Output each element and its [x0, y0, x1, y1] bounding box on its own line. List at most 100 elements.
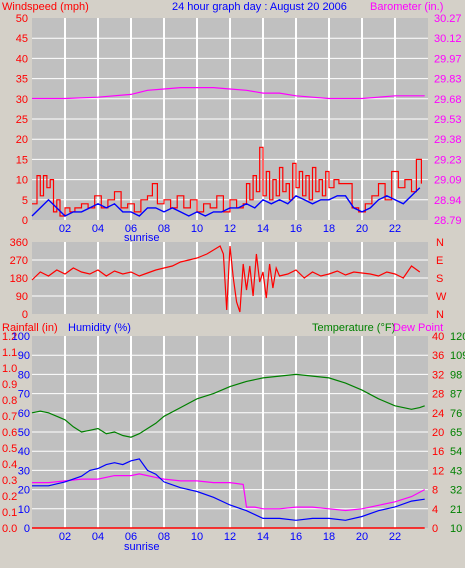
hour-tick-label: 14 — [257, 223, 269, 235]
barometer-tick-label: 28.94 — [434, 195, 462, 207]
barometer-tick-label: 28.79 — [434, 215, 462, 227]
temperature-tick-label: 87 — [450, 389, 462, 401]
windspeed-tick-label: 5 — [22, 195, 28, 207]
temperature-tick-label: 54 — [450, 446, 462, 458]
rainfall-tick-label: 1.1 — [2, 347, 17, 359]
hour-tick-label: 04 — [92, 531, 104, 543]
windspeed-tick-label: 40 — [16, 53, 28, 65]
humidity-line — [32, 458, 425, 521]
secondary-scale-tick-label: 16 — [432, 446, 444, 458]
rainfall-tick-label: 0.3 — [2, 475, 17, 487]
barometer-tick-label: 29.09 — [434, 175, 462, 187]
rainfall-tick-label: 0.1 — [2, 507, 17, 519]
windspeed-tick-label: 35 — [16, 74, 28, 86]
secondary-scale-tick-label: 32 — [432, 369, 444, 381]
humidity-tick-label: 70 — [18, 389, 30, 401]
direction-degree-tick-label: 360 — [10, 237, 28, 249]
hour-tick-label: 22 — [389, 223, 401, 235]
direction-degree-tick-label: 0 — [22, 309, 28, 321]
windspeed-tick-label: 20 — [16, 134, 28, 146]
humidity-tick-label: 0 — [24, 523, 30, 535]
temperature-tick-label: 120 — [450, 331, 465, 343]
rainfall-tick-label: 0.6 — [2, 427, 17, 439]
secondary-scale-tick-label: 20 — [432, 427, 444, 439]
rainfall-tick-label: 1.0 — [2, 363, 17, 375]
secondary-scale-tick-label: 12 — [432, 465, 444, 477]
humidity-tick-label: 20 — [18, 485, 30, 497]
hour-tick-label: 06 — [125, 531, 137, 543]
secondary-scale-tick-label: 0 — [432, 523, 438, 535]
sunrise-label-bottom: sunrise — [124, 541, 159, 553]
barometer-tick-label: 29.97 — [434, 53, 462, 65]
rainfall-tick-label: 0.0 — [2, 523, 17, 535]
rainfall-tick-label: 0.2 — [2, 491, 17, 503]
barometer-tick-label: 29.53 — [434, 114, 462, 126]
temperature-tick-label: 65 — [450, 427, 462, 439]
barometer-axis-label: Barometer (in.) — [370, 1, 443, 13]
direction-compass-tick-label: E — [436, 255, 443, 267]
secondary-scale-tick-label: 28 — [432, 389, 444, 401]
barometer-tick-label: 29.68 — [434, 94, 462, 106]
humidity-tick-label: 80 — [18, 369, 30, 381]
temperature-tick-label: 109 — [450, 350, 465, 362]
windspeed-tick-label: 30 — [16, 94, 28, 106]
hour-tick-label: 10 — [191, 531, 203, 543]
dewpoint-axis-label: Dew Point — [393, 322, 443, 334]
hour-tick-label: 02 — [59, 223, 71, 235]
direction-compass-tick-label: W — [436, 291, 447, 303]
humidity-tick-label: 50 — [18, 427, 30, 439]
barometer-tick-label: 29.83 — [434, 74, 462, 86]
rainfall-axis-label: Rainfall (in) — [2, 322, 58, 334]
direction-degree-tick-label: 90 — [16, 291, 28, 303]
rainfall-tick-label: 0.9 — [2, 379, 17, 391]
graph-title: 24 hour graph day : August 20 2006 — [172, 1, 347, 13]
secondary-scale-tick-label: 36 — [432, 350, 444, 362]
temperature-tick-label: 21 — [450, 504, 462, 516]
direction-compass-tick-label: N — [436, 237, 444, 249]
windspeed-tick-label: 10 — [16, 175, 28, 187]
temperature-axis-label: Temperature (°F) — [312, 322, 395, 334]
temperature-tick-label: 10 — [450, 523, 462, 535]
hour-tick-label: 18 — [323, 531, 335, 543]
barometer-tick-label: 29.23 — [434, 154, 462, 166]
windspeed-line — [32, 146, 422, 217]
wind-direction-line — [31, 245, 421, 313]
hour-tick-label: 20 — [356, 531, 368, 543]
windspeed-tick-label: 25 — [16, 114, 28, 126]
temperature-tick-label: 32 — [450, 485, 462, 497]
humidity-tick-label: 60 — [18, 408, 30, 420]
hour-tick-label: 08 — [158, 223, 170, 235]
humidity-axis-label: Humidity (%) — [68, 322, 131, 334]
windspeed-axis-label: Windspeed (mph) — [2, 1, 89, 13]
hour-tick-label: 16 — [290, 531, 302, 543]
hour-tick-label: 12 — [224, 223, 236, 235]
windspeed-tick-label: 50 — [16, 13, 28, 25]
humidity-tick-label: 100 — [12, 331, 30, 343]
humidity-tick-label: 90 — [18, 350, 30, 362]
hour-tick-label: 02 — [59, 531, 71, 543]
barometer-tick-label: 30.27 — [434, 13, 462, 25]
rainfall-tick-label: 0.4 — [2, 459, 17, 471]
humidity-tick-label: 10 — [18, 504, 30, 516]
humidity-tick-label: 30 — [18, 465, 30, 477]
hour-tick-label: 10 — [191, 223, 203, 235]
hour-tick-label: 14 — [257, 531, 269, 543]
hour-tick-label: 08 — [158, 531, 170, 543]
temperature-tick-label: 76 — [450, 408, 462, 420]
hour-tick-label: 16 — [290, 223, 302, 235]
direction-degree-tick-label: 270 — [10, 255, 28, 267]
barometer-line — [32, 87, 425, 100]
windspeed-tick-label: 45 — [16, 33, 28, 45]
rainfall-tick-label: 0.8 — [2, 395, 17, 407]
direction-compass-tick-label: S — [436, 273, 443, 285]
secondary-scale-tick-label: 24 — [432, 408, 444, 420]
sunrise-label-top: sunrise — [124, 232, 159, 244]
hour-tick-label: 06 — [125, 223, 137, 235]
direction-compass-tick-label: N — [436, 309, 444, 321]
temperature-tick-label: 98 — [450, 369, 462, 381]
hour-tick-label: 22 — [389, 531, 401, 543]
humidity-tick-label: 40 — [18, 446, 30, 458]
barometer-tick-label: 30.12 — [434, 33, 462, 45]
windspeed-tick-label: 0 — [22, 215, 28, 227]
